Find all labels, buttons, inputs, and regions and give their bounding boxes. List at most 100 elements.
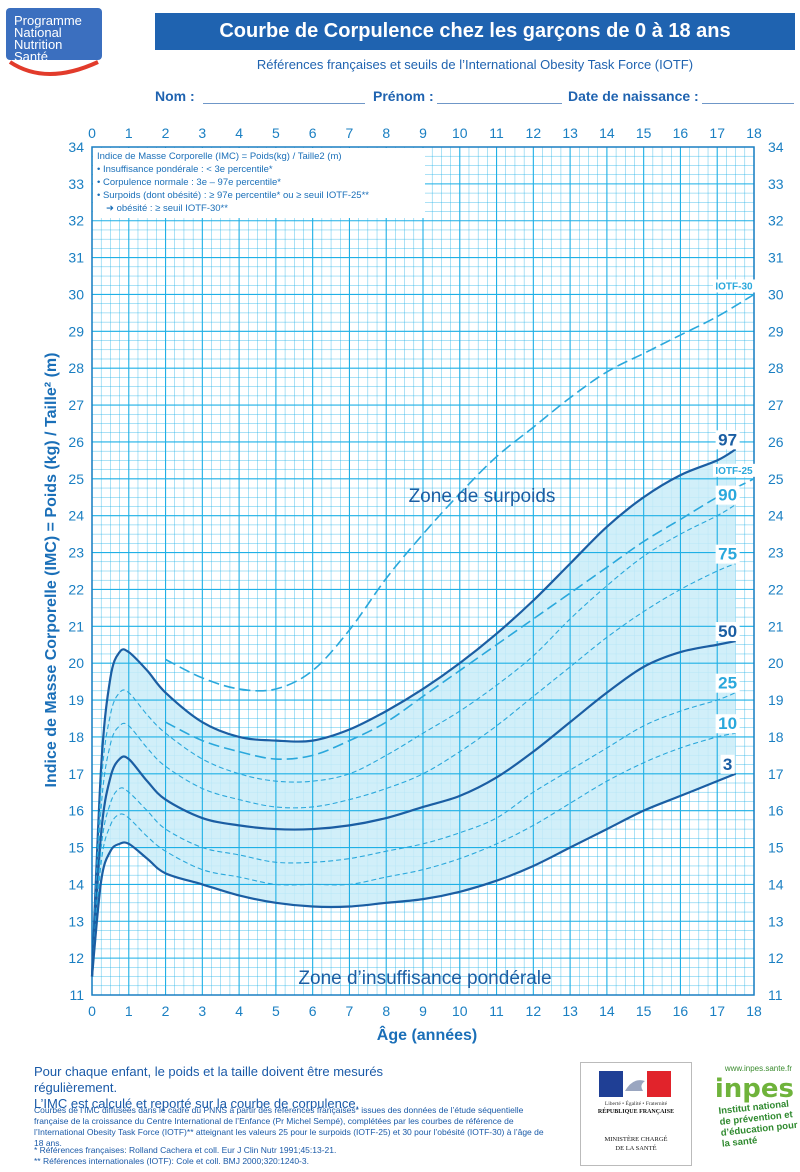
- y-tick-label-left: 28: [68, 360, 84, 376]
- x-tick-label-top: 2: [162, 125, 170, 141]
- y-axis-title: Indice de Masse Corporelle (IMC) = Poids…: [43, 353, 60, 788]
- x-tick-label-top: 18: [746, 125, 762, 141]
- curve-label-bg: [720, 754, 735, 774]
- y-tick-label-left: 19: [68, 692, 84, 708]
- curve-label: IOTF-30: [715, 281, 753, 292]
- y-tick-label-left: 34: [68, 139, 84, 155]
- y-tick-label-left: 31: [68, 250, 84, 266]
- series-line-90: [91, 504, 736, 977]
- date-label: Date de naissance :: [568, 88, 699, 104]
- curve-label-bg: [715, 544, 740, 564]
- legend-line: • Corpulence normale : 3e – 97e percenti…: [97, 177, 281, 188]
- series-line-75: [91, 563, 736, 977]
- curve-label: 10: [718, 714, 737, 733]
- nom-field[interactable]: [203, 103, 365, 104]
- x-tick-label-bottom: 17: [709, 1003, 725, 1019]
- curve-label-bg: [715, 714, 740, 734]
- curve-label: 3: [723, 755, 732, 774]
- y-tick-label-left: 24: [68, 508, 84, 524]
- footer-refs: * Références françaises: Rolland Cachera…: [34, 1145, 337, 1166]
- y-tick-label-right: 20: [768, 655, 784, 671]
- y-tick-label-left: 11: [69, 987, 84, 1003]
- curve-label: IOTF-25: [715, 466, 753, 477]
- curve-label: 90: [718, 486, 737, 505]
- x-tick-label-bottom: 0: [88, 1003, 96, 1019]
- bmi-chart: 0011223344556677889910101111121213131414…: [43, 125, 784, 1044]
- x-tick-label-top: 9: [419, 125, 427, 141]
- y-tick-label-right: 28: [768, 360, 784, 376]
- prenom-field[interactable]: [437, 103, 562, 104]
- series-line-10: [91, 732, 736, 977]
- x-tick-label-top: 16: [673, 125, 689, 141]
- rf-ministry: MINISTÈRE CHARGÉ DE LA SANTÉ: [604, 1136, 668, 1152]
- legend-line: Indice de Masse Corporelle (IMC) = Poids…: [97, 151, 342, 162]
- tick-labels: 0011223344556677889910101111121213131414…: [68, 125, 783, 1019]
- title-bar: Courbe de Corpulence chez les garçons de…: [155, 13, 795, 50]
- pnns-logo-line: Programme: [14, 13, 82, 28]
- y-tick-label-right: 14: [768, 876, 784, 892]
- page-subtitle: Références françaises et seuils de l’Int…: [256, 57, 694, 72]
- y-tick-label-left: 26: [68, 434, 84, 450]
- y-tick-label-left: 20: [68, 655, 84, 671]
- y-tick-label-right: 13: [768, 913, 784, 929]
- inpes-wordmark: inpes: [714, 1074, 794, 1104]
- legend-box: [93, 148, 425, 218]
- x-tick-label-bottom: 7: [346, 1003, 354, 1019]
- x-tick-label-bottom: 18: [746, 1003, 762, 1019]
- curve-label-bg: [715, 485, 740, 505]
- x-tick-label-bottom: 4: [235, 1003, 243, 1019]
- y-tick-label-right: 21: [768, 618, 784, 634]
- date-field[interactable]: [702, 103, 794, 104]
- curve-label: 75: [718, 545, 737, 564]
- x-tick-label-bottom: 13: [562, 1003, 578, 1019]
- x-tick-label-bottom: 2: [162, 1003, 170, 1019]
- pnns-logo-line: Nutrition: [14, 37, 63, 52]
- y-tick-label-left: 15: [68, 840, 84, 856]
- pnns-logo: Programme National Nutrition Santé: [6, 8, 102, 84]
- rf-name: RÉPUBLIQUE FRANÇAISE: [597, 1109, 675, 1115]
- series-line-iotf-30: [165, 293, 755, 692]
- y-tick-label-right: 19: [768, 692, 784, 708]
- legend-line: • Insuffisance pondérale : < 3e percenti…: [97, 164, 273, 175]
- x-tick-label-bottom: 14: [599, 1003, 615, 1019]
- series-line-97: [90, 448, 737, 977]
- curve-label: 50: [718, 622, 737, 641]
- y-tick-label-left: 17: [68, 766, 84, 782]
- inpes-tagline: Institut national de prévention et d’édu…: [718, 1098, 799, 1150]
- curve-label-bg: [715, 430, 740, 450]
- pnns-logo-line: National: [14, 25, 62, 40]
- x-tick-label-bottom: 16: [673, 1003, 689, 1019]
- x-tick-label-bottom: 15: [636, 1003, 652, 1019]
- y-tick-label-right: 15: [768, 840, 784, 856]
- x-tick-label-bottom: 9: [419, 1003, 427, 1019]
- legend: Indice de Masse Corporelle (IMC) = Poids…: [93, 148, 425, 218]
- x-tick-label-top: 6: [309, 125, 317, 141]
- y-tick-label-left: 33: [68, 176, 84, 192]
- y-tick-label-right: 24: [768, 508, 784, 524]
- series-line-50: [90, 639, 736, 977]
- x-tick-label-bottom: 1: [125, 1003, 133, 1019]
- pnns-logo-line: Santé: [14, 49, 48, 64]
- curve-label: 25: [718, 674, 737, 693]
- x-axis-title: Âge (années): [377, 1025, 477, 1044]
- pnns-logo-box: [6, 8, 102, 60]
- x-tick-label-top: 10: [452, 125, 468, 141]
- footer-source: Courbes de l’IMC diffusées dans le cadre…: [34, 1105, 544, 1148]
- pnns-swoosh-icon: [8, 60, 99, 76]
- x-tick-label-top: 11: [489, 125, 504, 141]
- y-tick-label-left: 18: [68, 729, 84, 745]
- x-tick-label-bottom: 10: [452, 1003, 468, 1019]
- page-title: Courbe de Corpulence chez les garçons de…: [219, 20, 731, 42]
- y-tick-label-right: 31: [768, 250, 784, 266]
- curve-label: 97: [718, 430, 737, 449]
- y-tick-label-right: 17: [768, 766, 784, 782]
- y-tick-label-right: 11: [768, 987, 783, 1003]
- y-tick-label-right: 33: [768, 176, 784, 192]
- y-tick-label-left: 22: [68, 581, 84, 597]
- x-tick-label-bottom: 11: [489, 1003, 504, 1019]
- y-tick-label-right: 23: [768, 545, 784, 561]
- y-tick-label-left: 27: [68, 397, 84, 413]
- y-tick-label-right: 26: [768, 434, 784, 450]
- y-tick-label-right: 34: [768, 139, 784, 155]
- x-tick-label-top: 7: [346, 125, 354, 141]
